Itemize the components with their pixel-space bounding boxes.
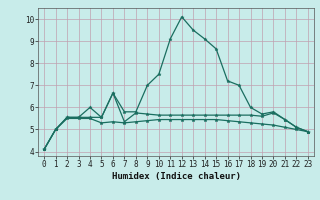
X-axis label: Humidex (Indice chaleur): Humidex (Indice chaleur) bbox=[111, 172, 241, 181]
